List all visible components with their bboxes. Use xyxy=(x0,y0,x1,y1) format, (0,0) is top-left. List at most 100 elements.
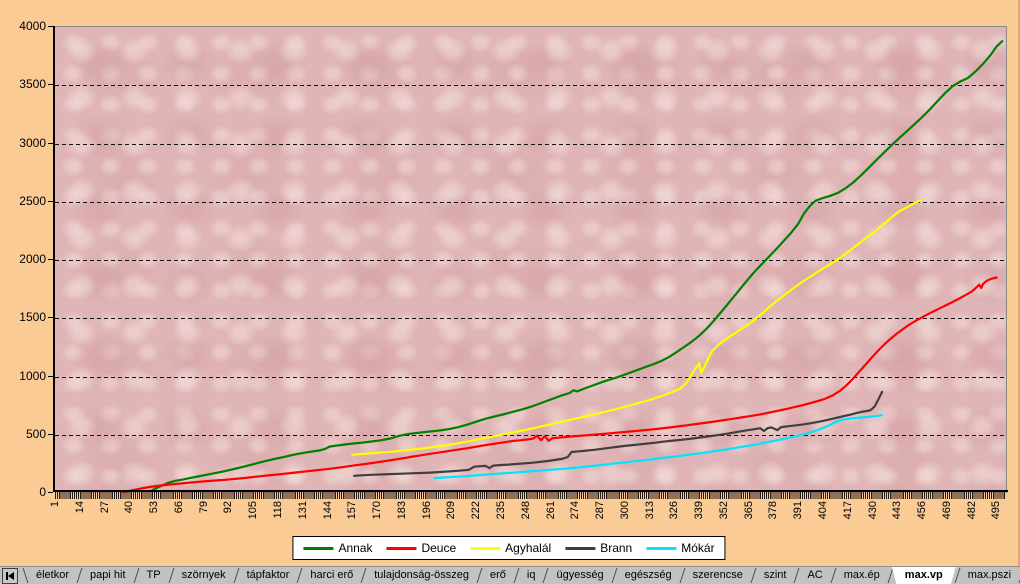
y-tick-4000 xyxy=(48,26,53,27)
y-tick-3000 xyxy=(48,142,53,144)
series-line-Agyhalál xyxy=(351,199,922,456)
x-axis-label: 14 xyxy=(73,501,86,514)
tab-scroll-buttons xyxy=(0,567,18,584)
gridline-y-2500 xyxy=(55,201,1006,203)
legend-line-swatch-icon xyxy=(303,546,334,550)
x-axis-label: 274 xyxy=(569,501,582,520)
x-axis-label: 443 xyxy=(891,501,904,520)
legend-line-swatch-icon xyxy=(646,546,677,550)
first-arrow-icon xyxy=(6,572,8,580)
x-axis-label: 352 xyxy=(717,501,730,520)
x-axis-label: 222 xyxy=(470,501,483,520)
sheet-tab-harci erő[interactable]: harci erő xyxy=(310,569,354,581)
x-axis-label: 430 xyxy=(866,501,879,520)
sheet-tab-életkor[interactable]: életkor xyxy=(36,569,70,581)
x-axis-label: 27 xyxy=(98,501,111,514)
legend-entry-Agyhalál: Agyhalál xyxy=(470,541,551,555)
sheet-tab-max.ép[interactable]: max.ép xyxy=(843,569,880,581)
series-line-Brann xyxy=(353,390,884,477)
x-axis-label: 53 xyxy=(148,501,161,514)
x-axis-tick-marks xyxy=(55,492,1006,499)
sheet-tab-AC[interactable]: AC xyxy=(807,569,823,581)
y-axis-label: 500 xyxy=(25,426,46,441)
series-line-Deuce xyxy=(122,276,998,493)
sheet-tab-max.pszi[interactable]: max.pszi xyxy=(967,569,1012,581)
x-axis-label: 235 xyxy=(494,501,507,520)
legend-label: Agyhalál xyxy=(505,541,552,555)
sheet-tab-egészség[interactable]: egészség xyxy=(624,569,672,581)
sheet-tab-szerencse[interactable]: szerencse xyxy=(692,569,743,581)
chart-legend[interactable]: Annak Deuce Agyhalál Brann Mókár xyxy=(292,536,726,560)
y-axis-label: 1500 xyxy=(19,310,46,325)
sheet-tab-tápfaktor[interactable]: tápfaktor xyxy=(246,569,290,581)
gridline-y-1500 xyxy=(55,318,1006,320)
y-tick-500 xyxy=(48,433,53,435)
series-layer xyxy=(122,40,1004,493)
y-axis-label: 4000 xyxy=(19,19,46,33)
legend-label: Annak xyxy=(338,541,373,555)
x-axis-label: 326 xyxy=(668,501,681,520)
x-axis-label: 248 xyxy=(519,501,532,520)
x-axis-label: 157 xyxy=(346,501,359,520)
sheet-tab-ügyesség[interactable]: ügyesség xyxy=(556,569,604,581)
y-tick-1500 xyxy=(48,317,53,319)
legend-entry-Deuce: Deuce xyxy=(386,541,456,555)
x-axis-label: 417 xyxy=(841,501,854,520)
x-axis-label: 378 xyxy=(767,501,780,520)
x-axis-label: 40 xyxy=(123,501,136,514)
legend-label: Brann xyxy=(600,541,633,555)
gridline-y-2000 xyxy=(55,260,1006,261)
y-axis-label: 1000 xyxy=(19,368,46,383)
x-axis-label: 183 xyxy=(395,501,408,520)
x-axis-label: 144 xyxy=(321,501,334,520)
x-axis-label: 469 xyxy=(940,501,953,520)
legend-entry-Annak: Annak xyxy=(303,541,372,555)
chart-canvas: 0 500 1000 1500 2000 2500 3000 3500 4000 1 14 27 40… xyxy=(19,0,1020,566)
y-axis-label: 2000 xyxy=(19,252,46,266)
x-axis-label: 105 xyxy=(247,501,260,520)
sheet-tabs: életkor papi hit TP szörnyek tápfaktor harci … xyxy=(22,567,1020,584)
x-axis-label: 131 xyxy=(296,501,309,520)
legend-entry-Mókár: Mókár xyxy=(646,541,715,555)
x-axis-label: 287 xyxy=(594,501,607,520)
legend-label: Mókár xyxy=(681,541,715,555)
y-axis-label: 0 xyxy=(39,485,46,499)
sheet-tab-max.vp[interactable]: max.vp xyxy=(892,567,956,584)
y-axis-line xyxy=(53,26,55,492)
x-axis-label: 66 xyxy=(172,501,185,514)
y-axis-label: 2500 xyxy=(19,193,46,208)
x-axis-label: 339 xyxy=(693,501,706,520)
sheet-tab-iq[interactable]: iq xyxy=(526,569,536,581)
x-axis-label: 300 xyxy=(618,501,631,520)
gridline-y-1000 xyxy=(55,376,1006,378)
y-tick-3500 xyxy=(48,84,53,86)
y-tick-0 xyxy=(48,492,53,493)
x-axis-label: 170 xyxy=(371,501,384,520)
x-axis-label: 482 xyxy=(965,501,978,520)
series-line-Mókár xyxy=(433,414,884,480)
x-axis-label: 404 xyxy=(817,501,830,520)
sheet-tab-erő[interactable]: erő xyxy=(490,569,506,581)
sheet-tab-bar: életkor papi hit TP szörnyek tápfaktor harci … xyxy=(0,566,1020,584)
sheet-tab-tulajdonság-összeg[interactable]: tulajdonság-összeg xyxy=(374,569,470,581)
sheet-tab-TP[interactable]: TP xyxy=(146,569,161,581)
y-tick-2000 xyxy=(48,259,53,260)
series-line-Annak xyxy=(151,40,1004,492)
x-axis-label: 92 xyxy=(222,501,235,514)
x-axis-label: 261 xyxy=(544,501,557,520)
y-tick-2500 xyxy=(48,200,53,202)
y-axis-label: 3000 xyxy=(19,135,46,150)
x-axis-label: 456 xyxy=(916,501,929,520)
gridline-y-3500 xyxy=(55,85,1006,87)
x-axis-label: 118 xyxy=(271,501,284,519)
x-axis-label: 196 xyxy=(420,501,433,520)
first-sheet-button[interactable] xyxy=(2,568,18,584)
sheet-tab-szint[interactable]: szint xyxy=(763,569,787,581)
legend-entry-Brann: Brann xyxy=(565,541,632,555)
x-axis-label: 79 xyxy=(197,501,210,514)
x-axis-label: 313 xyxy=(643,501,656,520)
sheet-tab-szörnyek[interactable]: szörnyek xyxy=(181,569,226,581)
sheet-tab-papi hit[interactable]: papi hit xyxy=(90,569,126,581)
legend-line-swatch-icon xyxy=(470,546,501,550)
